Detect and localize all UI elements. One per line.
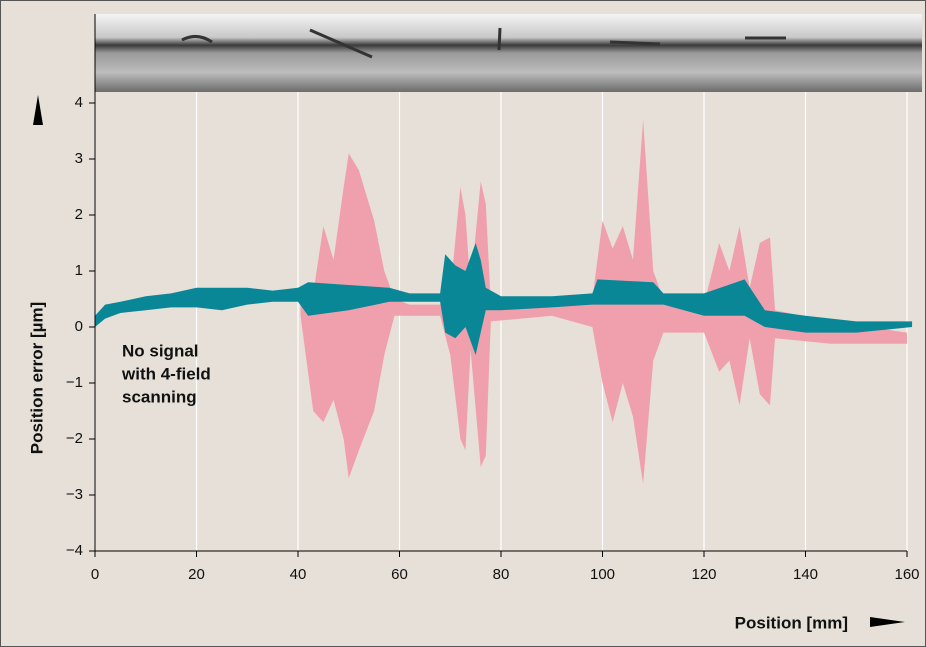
y-tick-label: 3: [75, 150, 83, 167]
y-tick-label: −1: [66, 374, 83, 391]
y-axis-label: Position error [µm]: [27, 302, 46, 454]
chart: Position error [µm] Position [mm] No sig…: [0, 0, 926, 647]
x-tick-label: 40: [290, 566, 307, 583]
x-tick-label: 120: [691, 566, 716, 583]
y-tick-label: −4: [66, 542, 83, 559]
y-tick-label: 4: [75, 94, 83, 111]
scale-photo: [95, 14, 922, 92]
annotation-line: with 4-field: [121, 364, 211, 383]
annotation-line: scanning: [122, 387, 197, 406]
y-tick-label: −3: [66, 486, 83, 503]
x-tick-label: 0: [91, 566, 99, 583]
annotation-line: No signal: [122, 341, 199, 360]
x-tick-label: 20: [188, 566, 205, 583]
y-tick-label: 2: [75, 206, 83, 223]
x-tick-label: 160: [894, 566, 919, 583]
x-tick-label: 60: [391, 566, 408, 583]
x-tick-label: 80: [493, 566, 510, 583]
x-axis-label: Position [mm]: [735, 613, 848, 632]
x-tick-label: 100: [590, 566, 615, 583]
y-tick-label: −2: [66, 430, 83, 447]
y-tick-label: 0: [75, 318, 83, 335]
x-tick-label: 140: [793, 566, 818, 583]
y-tick-label: 1: [75, 262, 83, 279]
